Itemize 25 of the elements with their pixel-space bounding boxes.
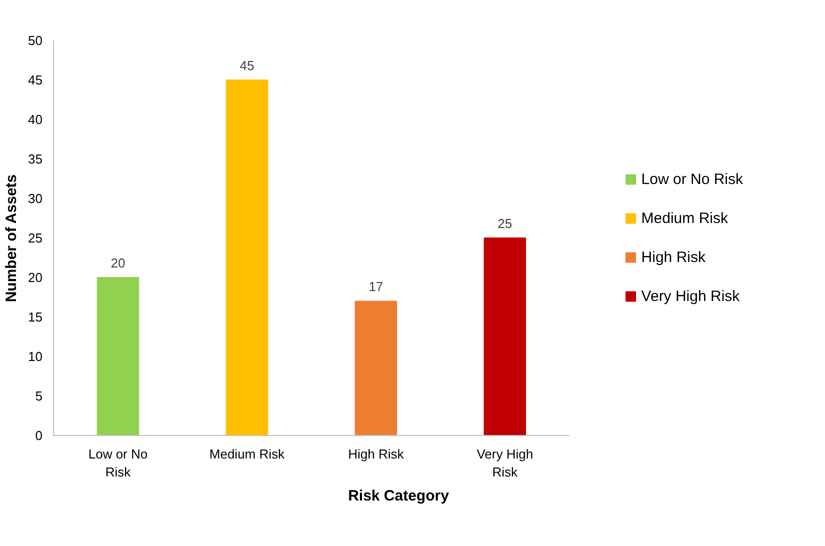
data-label: 20 bbox=[110, 256, 126, 270]
y-tick-label: 35 bbox=[28, 152, 43, 166]
data-label: 45 bbox=[240, 58, 254, 73]
data-label: 17 bbox=[368, 279, 384, 294]
x-axis-title: Risk Category bbox=[348, 488, 450, 504]
x-tick-label: High Risk bbox=[348, 446, 404, 462]
y-tick-label: 0 bbox=[35, 428, 43, 443]
x-tick-label: Medium Risk bbox=[209, 446, 286, 462]
y-tick-label: 5 bbox=[35, 388, 43, 404]
y-tick-label: 25 bbox=[28, 230, 43, 246]
legend-label: High Risk bbox=[641, 248, 706, 266]
y-tick-label: 45 bbox=[28, 72, 43, 88]
y-tick-label: 50 bbox=[28, 33, 43, 48]
y-tick-label: 20 bbox=[28, 270, 43, 285]
y-axis-title: Number of Assets bbox=[3, 174, 20, 302]
y-tick-label: 30 bbox=[28, 191, 43, 206]
y-tick-label: 40 bbox=[28, 112, 43, 127]
legend-label: Very High Risk bbox=[641, 288, 740, 304]
legend-label: Low or No Risk bbox=[641, 170, 743, 188]
y-tick-label: 15 bbox=[28, 310, 43, 324]
x-tick-label: Low or No Risk bbox=[88, 446, 148, 480]
y-tick-label: 10 bbox=[28, 349, 43, 364]
data-label: 25 bbox=[498, 216, 512, 231]
legend-label: Medium Risk bbox=[641, 210, 728, 226]
x-tick-label: Very High Risk bbox=[476, 446, 534, 480]
